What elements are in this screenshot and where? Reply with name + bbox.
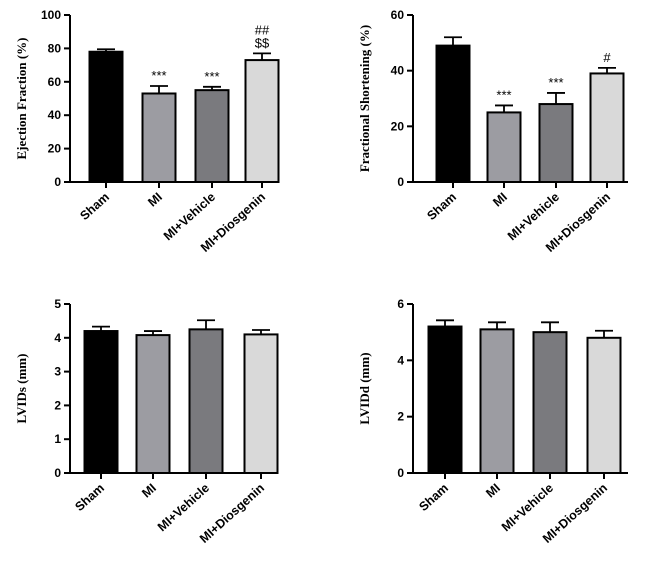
bar-Sham (83, 330, 119, 475)
y-tick-label: 80 (48, 41, 62, 55)
y-tick-label: 6 (397, 297, 404, 311)
bar-MI (141, 92, 177, 183)
bar-MI (479, 328, 515, 474)
y-tick-label: 1 (54, 432, 61, 446)
y-axis-label: LVIDs (mm) (14, 354, 29, 424)
y-tick-label: 0 (54, 175, 61, 189)
y-tick-label: 2 (54, 398, 61, 412)
y-tick-label: 0 (54, 466, 61, 480)
x-tick-label: Sham (416, 481, 451, 514)
y-axis-label: LVIDd (mm) (357, 352, 372, 424)
significance-mark: *** (151, 68, 166, 83)
x-tick-label: MI (145, 190, 165, 210)
bar-MI+Diosgenin (244, 59, 280, 184)
bar-Sham (88, 50, 124, 183)
chart-panel-1: 0 20 40 60 80 100 Ejection Fraction (%) Sham MI *… (14, 8, 280, 255)
x-tick-label: MI (139, 481, 159, 501)
bar-MI (135, 334, 171, 475)
significance-mark: $$ (255, 35, 270, 50)
x-tick-label: MI+Vehicle (155, 481, 212, 534)
x-tick-label: MI (483, 481, 503, 501)
x-tick-label: MI+Vehicle (499, 481, 556, 534)
x-tick-label: Sham (72, 481, 107, 514)
y-tick-label: 3 (54, 365, 61, 379)
y-tick-label: 100 (41, 8, 61, 22)
significance-mark: *** (548, 75, 563, 90)
x-tick-label: Sham (424, 190, 459, 223)
bar-MI+Diosgenin (243, 333, 279, 475)
significance-mark: *** (496, 87, 511, 102)
bar-Sham (435, 44, 471, 183)
significance-mark: ## (255, 22, 270, 37)
bar-MI+Diosgenin (586, 336, 622, 474)
bar-MI+Diosgenin (589, 72, 625, 183)
bar-MI (486, 111, 522, 183)
significance-mark: *** (204, 69, 219, 84)
y-tick-label: 4 (54, 331, 61, 345)
y-tick-label: 0 (397, 175, 404, 189)
x-tick-label: Sham (77, 190, 112, 223)
y-tick-label: 0 (397, 466, 404, 480)
chart-panel-2: 0 20 40 60 Fractional Shortening (%) Sham MI **… (357, 8, 628, 255)
bar-MI+Vehicle (188, 328, 224, 474)
x-tick-label: MI (490, 190, 510, 210)
bar-MI+Vehicle (532, 331, 568, 474)
y-tick-label: 60 (48, 75, 62, 89)
y-axis-label: Ejection Fraction (%) (14, 37, 29, 159)
bar-Sham (427, 325, 463, 474)
y-tick-label: 20 (48, 142, 62, 156)
y-tick-label: 2 (397, 410, 404, 424)
y-tick-label: 20 (391, 119, 405, 133)
y-tick-label: 60 (391, 8, 405, 22)
y-axis-label: Fractional Shortening (%) (357, 25, 372, 172)
y-tick-label: 4 (397, 353, 404, 367)
bar-MI+Vehicle (538, 103, 574, 183)
bar-MI+Vehicle (194, 89, 230, 183)
y-tick-label: 40 (391, 64, 405, 78)
significance-mark: # (603, 50, 611, 65)
y-tick-label: 5 (54, 297, 61, 311)
y-tick-label: 40 (48, 108, 62, 122)
